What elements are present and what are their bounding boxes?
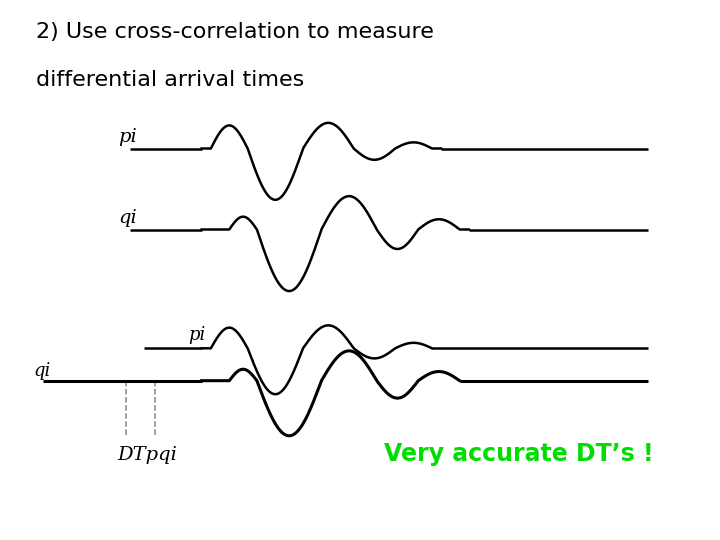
Text: qi: qi (118, 209, 137, 227)
Text: pi: pi (188, 326, 205, 344)
Text: 2) Use cross-correlation to measure: 2) Use cross-correlation to measure (36, 22, 434, 42)
Text: qi: qi (33, 362, 50, 380)
Text: DTpqi: DTpqi (117, 446, 178, 463)
Text: pi: pi (118, 128, 137, 146)
Text: Very accurate DT’s !: Very accurate DT’s ! (384, 442, 653, 465)
Text: differential arrival times: differential arrival times (36, 70, 305, 90)
